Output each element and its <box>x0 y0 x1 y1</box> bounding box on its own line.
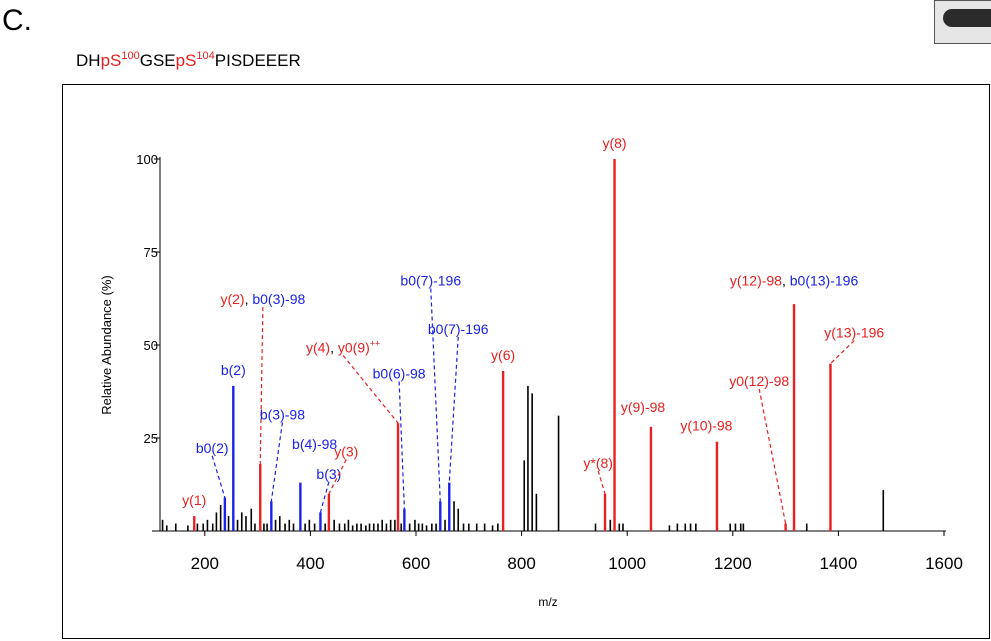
x-tick-label: 1600 <box>925 554 963 573</box>
annotation-leader <box>259 307 264 465</box>
annotation-text: , <box>782 272 790 288</box>
panel-letter: C. <box>2 4 32 37</box>
peak-annotation: b0(2) <box>196 440 229 456</box>
y-tick-label: 75 <box>144 245 158 260</box>
annotation-text: y0(9) <box>338 339 370 355</box>
annotation-text: y(8) <box>602 135 626 151</box>
phospho-residue: pS <box>175 51 197 70</box>
annotation-text: y0(12)-98 <box>729 373 789 389</box>
annotation-leader <box>597 470 606 494</box>
y-tick-label: 50 <box>144 338 158 353</box>
peak-annotation: b0(7)-196 <box>400 272 461 288</box>
annotation-leader <box>319 481 330 513</box>
peak-annotation: y(13)-196 <box>824 325 884 341</box>
gel-image-thumbnail <box>934 0 991 44</box>
peak-annotation: b(4)-98 <box>292 436 337 452</box>
peak-annotation: y(12)-98, b0(13)-196 <box>730 272 859 288</box>
annotation-text: b(3) <box>316 466 341 482</box>
annotation-text: y(1) <box>182 492 206 508</box>
y-tick-label: 25 <box>144 431 158 446</box>
annotation-text: b0(13)-196 <box>790 272 859 288</box>
annotation-leader <box>342 355 399 424</box>
y-axis-label: Relative Abundance (%) <box>99 275 114 414</box>
annotation-text: b(2) <box>221 362 246 378</box>
annotation-text: , <box>245 291 253 307</box>
residue-text: DH <box>76 51 101 70</box>
annotation-text: y(12)-98 <box>730 272 782 288</box>
annotation-text: y(9)-98 <box>621 399 666 415</box>
residue-text: PISDEEER <box>214 51 301 70</box>
annotation-text: , <box>330 339 338 355</box>
x-tick-label: 1200 <box>714 554 752 573</box>
annotation-leader <box>398 381 405 509</box>
annotation-leader <box>328 459 347 495</box>
annotation-leader <box>430 288 441 502</box>
peak-annotation: b(3) <box>316 466 341 482</box>
phospho-residue: pS <box>100 51 122 70</box>
peak-annotation: y(10)-98 <box>680 418 732 434</box>
peak-annotation: y(4), y0(9)++ <box>306 338 380 355</box>
y-tick-label: 100 <box>136 152 158 167</box>
annotation-text: b0(7)-196 <box>428 321 489 337</box>
peak-annotation: b0(7)-196 <box>428 321 489 337</box>
x-axis-label: m/z <box>538 595 557 609</box>
annotation-text: y(3) <box>334 444 358 460</box>
x-tick-label: 600 <box>402 554 430 573</box>
peak-annotation: b(3)-98 <box>260 406 305 422</box>
peak-annotation: y*(8) <box>583 455 613 471</box>
peak-annotation: y(2), b0(3)-98 <box>220 291 305 307</box>
peak-annotation: y(6) <box>491 347 515 363</box>
residue-position: 104 <box>196 50 215 62</box>
annotation-text: b0(3)-98 <box>252 291 305 307</box>
gel-band <box>943 9 991 27</box>
annotation-text: b0(6)-98 <box>373 365 426 381</box>
peak-annotation: y(8) <box>602 135 626 151</box>
chart-frame <box>62 84 990 639</box>
annotation-leader <box>830 340 855 365</box>
x-tick-label: 400 <box>296 554 324 573</box>
annotation-text: y(2) <box>220 291 244 307</box>
annotation-text: b0(2) <box>196 440 229 456</box>
residue-position: 100 <box>121 50 140 62</box>
annotation-text: y(10)-98 <box>680 418 732 434</box>
peak-annotation: b0(6)-98 <box>373 365 426 381</box>
x-tick-label: 1000 <box>608 554 646 573</box>
annotation-text: b0(7)-196 <box>400 272 461 288</box>
annotation-text: y(6) <box>491 347 515 363</box>
x-tick-label: 200 <box>191 554 219 573</box>
annotation-leader <box>758 388 787 524</box>
annotation-text: b(4)-98 <box>292 436 337 452</box>
peptide-sequence: DHpS100GSEpS104PISDEEER <box>76 50 301 71</box>
annotation-text: y*(8) <box>583 455 613 471</box>
x-tick-label: 800 <box>507 554 535 573</box>
peak-annotation: y(1) <box>182 492 206 508</box>
residue-text: GSE <box>139 51 176 70</box>
annotation-text: b(3)-98 <box>260 406 305 422</box>
annotation-text: ++ <box>370 338 381 348</box>
peak-annotation: y(3) <box>334 444 358 460</box>
annotation-leader <box>448 336 459 483</box>
x-tick-label: 1400 <box>819 554 857 573</box>
annotation-text: y(4) <box>306 339 330 355</box>
peak-annotation: y0(12)-98 <box>729 373 789 389</box>
annotation-leader <box>211 455 226 498</box>
peak-annotation: b(2) <box>221 362 246 378</box>
annotation-leader <box>270 422 284 502</box>
annotation-text: y(13)-196 <box>824 325 884 341</box>
peak-annotation: y(9)-98 <box>621 399 666 415</box>
